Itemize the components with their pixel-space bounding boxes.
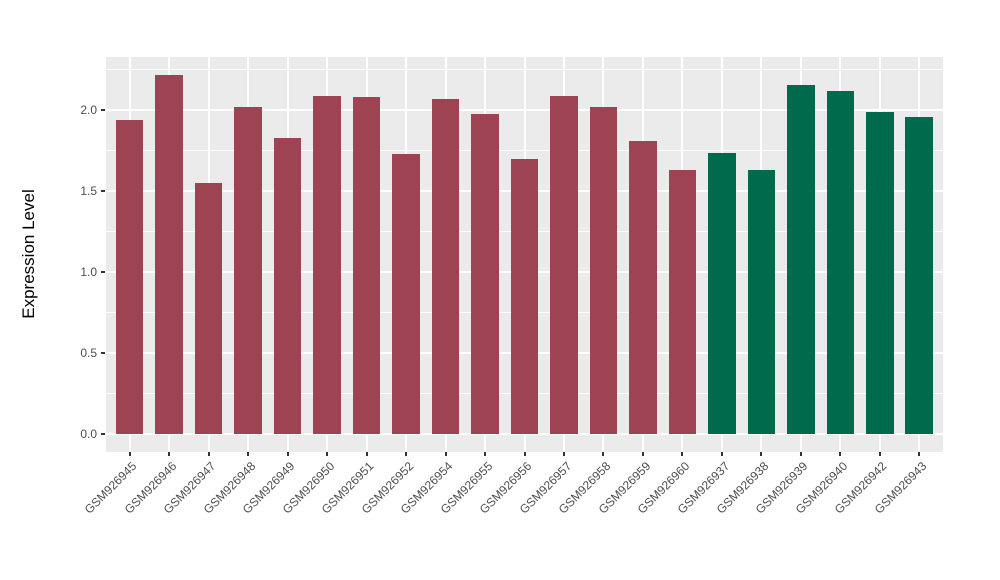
bar-GSM926954 — [431, 99, 460, 435]
x-axis-tick — [128, 452, 131, 456]
x-axis-tick — [641, 452, 644, 456]
y-axis-tick — [101, 352, 105, 355]
plot-panel — [106, 57, 943, 452]
y-axis-tick — [101, 271, 105, 274]
bar-GSM926951 — [352, 97, 381, 435]
y-axis-tick — [101, 109, 105, 112]
x-axis-tick — [918, 452, 921, 456]
bar-GSM926943 — [905, 116, 934, 435]
x-axis-tick — [760, 452, 763, 456]
bar-GSM926958 — [589, 107, 618, 435]
bar-GSM926949 — [273, 137, 302, 435]
y-tick-label: 0.0 — [80, 427, 97, 442]
x-axis-tick — [484, 452, 487, 456]
y-tick-label: 2.0 — [80, 103, 97, 118]
x-axis-tick — [247, 452, 250, 456]
x-axis-tick — [878, 452, 881, 456]
bar-GSM926948 — [234, 107, 262, 435]
bar-GSM926946 — [155, 74, 183, 435]
bar-GSM926956 — [510, 158, 539, 435]
bar-GSM926957 — [550, 95, 578, 435]
bar-GSM926947 — [194, 183, 223, 435]
y-tick-label: 1.0 — [80, 265, 97, 280]
x-axis-tick — [365, 452, 368, 456]
x-axis-tick — [720, 452, 723, 456]
y-axis-tick — [101, 190, 105, 193]
bar-GSM926950 — [313, 95, 341, 435]
bar-GSM926955 — [471, 113, 499, 435]
x-axis-tick — [523, 452, 526, 456]
x-axis-tick — [168, 452, 171, 456]
x-axis-tick — [799, 452, 802, 456]
y-tick-label: 0.5 — [80, 346, 97, 361]
x-axis-tick — [326, 452, 329, 456]
bar-GSM926952 — [392, 154, 420, 435]
x-axis-tick — [681, 452, 684, 456]
x-axis-tick — [207, 452, 210, 456]
y-tick-label: 1.5 — [80, 184, 97, 199]
x-axis-tick — [839, 452, 842, 456]
bar-GSM926960 — [668, 170, 697, 435]
x-axis-tick — [562, 452, 565, 456]
bar-GSM926940 — [826, 90, 855, 435]
x-axis-tick — [602, 452, 605, 456]
x-axis-tick — [286, 452, 289, 456]
bar-GSM926939 — [787, 84, 815, 435]
bar-GSM926937 — [708, 152, 736, 435]
y-axis-tick — [101, 433, 105, 436]
bar-GSM926959 — [629, 141, 657, 435]
bar-GSM926938 — [747, 170, 776, 435]
bar-GSM926942 — [866, 112, 894, 435]
x-axis-tick — [405, 452, 408, 456]
x-axis-tick — [444, 452, 447, 456]
y-axis-title: Expression Level — [19, 189, 38, 319]
bar-GSM926945 — [115, 120, 144, 435]
